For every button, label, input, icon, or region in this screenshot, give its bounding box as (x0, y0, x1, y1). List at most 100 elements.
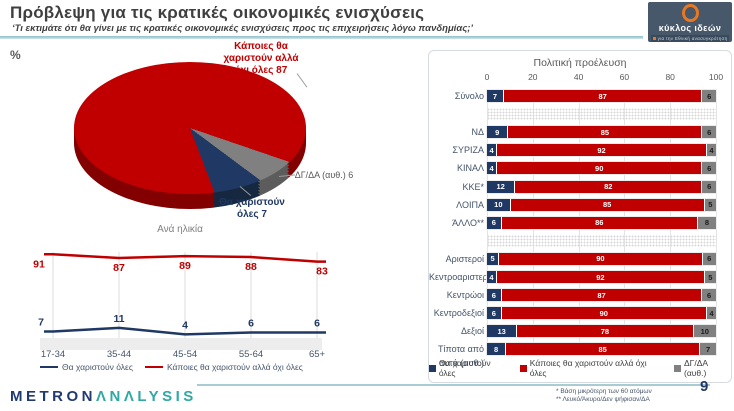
line-point-label: 4 (182, 319, 188, 331)
x-axis-label: 55-64 (238, 349, 264, 360)
grid-line (716, 89, 717, 356)
tick-label: 100 (708, 72, 724, 82)
logo-tagline-strip: για την Εθνική ανασυγκρότηση (651, 35, 729, 42)
bar-segment: 8 (487, 343, 506, 356)
footnote-base: * Βάση μικρότερη των 60 ατόμων (556, 388, 652, 395)
x-axis-label: 35-44 (106, 349, 132, 360)
bar-row-label: Κεντροαριστεροί (429, 272, 495, 282)
line-point-label: 83 (316, 266, 328, 278)
bar-segment: 6 (701, 252, 716, 265)
bar-gap-strip (487, 234, 716, 247)
bar-segment: 4 (705, 307, 716, 320)
legend-square-marker (519, 364, 527, 372)
tick-label: 40 (573, 72, 584, 82)
bar-segment: 86 (500, 216, 697, 229)
line-chart-legend: Θα χαριστούν όλες Κάποιες θα χαριστούν αλ… (40, 362, 303, 372)
bar-segment: 85 (505, 343, 700, 356)
bar-segment: 92 (495, 271, 704, 283)
bar-row-label: Αριστεροί (445, 253, 484, 264)
bar-segment: 87 (500, 289, 702, 302)
bar-row-label: ΛΟΙΠΑ (456, 199, 484, 210)
bar-row: 12 82 6 (487, 180, 716, 193)
bar-segment: 7 (487, 90, 503, 102)
bar-row: 7 87 6 (487, 90, 716, 102)
bar-segment: 6 (701, 289, 716, 302)
page-title: Πρόβλεψη για τις κρατικές οικονομικές εν… (10, 3, 425, 22)
line-series-red (44, 253, 326, 263)
x-axis-label: 65+ (308, 349, 326, 360)
bar-segment: 82 (514, 180, 702, 193)
bar-segment: 90 (498, 252, 702, 265)
footer-divider (197, 384, 710, 386)
legend-item: Κάποιες θα χαριστούν αλλά όχι όλες (144, 362, 303, 372)
bar-segment: 4 (705, 144, 716, 157)
bar-row: 8 85 7 (487, 343, 716, 356)
bar-row-label: ΆΛΛΟ** (452, 217, 484, 228)
pie-top-face (74, 61, 306, 195)
bar-row-label: Κεντρώοι (446, 290, 484, 301)
percent-unit-label: % (10, 48, 21, 62)
bar-segment: 6 (487, 289, 501, 302)
legend-label: Θα χαριστούν όλες (62, 362, 133, 372)
legend-square-marker (674, 364, 681, 372)
legend-label: Κάποιες θα χαριστούν αλλά όχι όλες (166, 362, 303, 372)
pie-slice-label: ΔΓ/ΔΑ (αυθ.) 6 (294, 170, 354, 180)
line-point-label: 11 (113, 313, 124, 325)
bar-segment: 85 (509, 198, 704, 211)
legend-label: Κάποιες θα χαριστούν αλλά όχι όλες (529, 358, 647, 378)
line-series-blue (44, 326, 326, 336)
bar-segment: 4 (487, 162, 497, 175)
line-point-label: 89 (179, 260, 191, 272)
legend-item: Κάποιες θα χαριστούν αλλά όχι όλες (519, 358, 662, 378)
bar-row-label: Δεξιοί (460, 326, 484, 337)
bar-segment: 90 (496, 162, 702, 175)
bar-row-label: ΣΥΡΙΖΑ (452, 145, 484, 156)
bar-row: 4 90 6 (487, 162, 716, 175)
bar-segment: 10 (692, 325, 716, 338)
bar-segment: 7 (699, 343, 716, 356)
bar-row: 10 85 5 (487, 198, 716, 211)
bar-segment: 5 (487, 252, 499, 265)
kyklos-ideon-logo: κύκλος ιδεών για την Εθνική ανασυγκρότησ… (648, 2, 732, 42)
bar-chart-legend: Θα χαριστούν όλες Κάποιες θα χαριστούν αλ… (429, 358, 731, 378)
legend-item: ΔΓ/ΔΑ (αυθ.) (674, 358, 731, 378)
line-point-label: 6 (248, 317, 254, 329)
bar-row-label: ΝΔ (471, 127, 484, 138)
bar-row: 6 90 4 (487, 307, 716, 320)
bar-segment: 12 (487, 180, 515, 193)
analysis-wordmark: ΛNΛLYSIS (96, 388, 197, 405)
bar-row: 5 90 6 (487, 252, 716, 265)
footnote-blank-invalid: ** Λευκό/Άκυρο/Δεν ψήφισαν/ΔΑ (556, 396, 650, 403)
bar-row-label: ΚΙΝΑΛ (456, 163, 484, 174)
bar-segment: 13 (487, 325, 517, 338)
line-point-label: 7 (38, 317, 44, 329)
legend-square-marker (429, 364, 436, 372)
bar-segment: 87 (502, 90, 702, 102)
bar-gap-strip (487, 108, 716, 121)
line-point-label: 6 (314, 317, 320, 329)
bar-segment: 6 (701, 162, 716, 175)
bar-segment: 6 (487, 307, 501, 320)
bar-row: 4 92 5 (487, 271, 716, 283)
bar-row-label: ΚΚΕ* (462, 181, 484, 192)
pie-slice-label: Κάποιες θα χαριστούν αλλά όχι όλες 87 (223, 41, 299, 76)
x-axis-label: 17-34 (40, 349, 66, 360)
tick-label: 0 (484, 72, 490, 82)
header-divider (0, 36, 643, 39)
bar-segment: 6 (701, 180, 716, 193)
bar-segment: 6 (701, 90, 716, 102)
bar-segment: 8 (696, 216, 716, 229)
metron-wordmark: METRON (10, 388, 96, 405)
line-point-label: 91 (33, 258, 45, 270)
metron-analysis-logo: METRONΛNΛLYSIS (10, 388, 197, 405)
bar-segment: 78 (516, 325, 693, 338)
bar-row: 13 78 10 (487, 325, 716, 338)
legend-line-marker (40, 365, 58, 369)
bar-row: 6 87 6 (487, 289, 716, 302)
bar-chart-title: Πολιτική προέλευση (533, 57, 627, 69)
legend-label: Θα χαριστούν όλες (438, 358, 491, 378)
bar-segment: 85 (507, 126, 702, 139)
bar-segment: 6 (487, 216, 501, 229)
logo-tagline: για την Εθνική ανασυγκρότηση (657, 36, 728, 42)
